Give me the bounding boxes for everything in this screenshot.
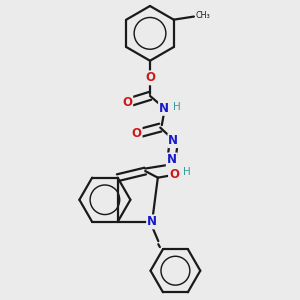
Text: H: H [173,102,181,112]
Text: O: O [145,71,155,84]
Text: N: N [147,215,157,228]
Text: N: N [168,134,178,147]
Text: O: O [132,127,142,140]
Text: N: N [167,154,177,166]
Text: N: N [159,102,169,115]
Text: O: O [169,168,179,181]
Text: CH₃: CH₃ [196,11,210,20]
Text: H: H [183,167,190,177]
Text: O: O [122,96,132,109]
